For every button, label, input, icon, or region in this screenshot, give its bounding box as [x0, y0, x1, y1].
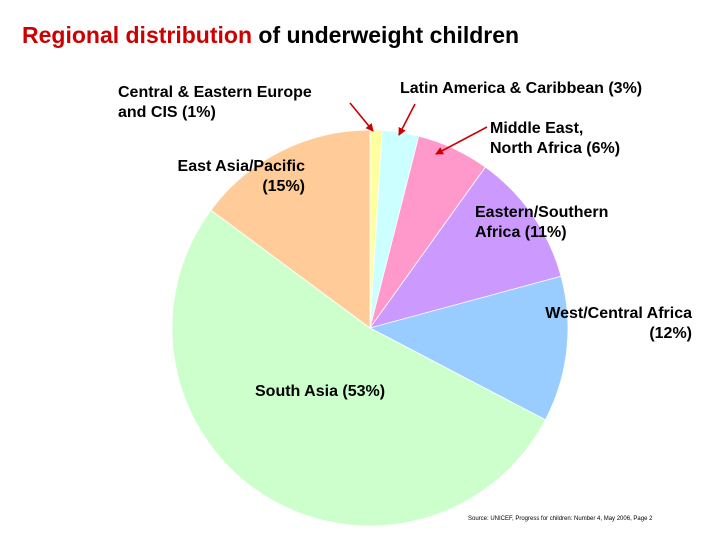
page-title: Regional distribution of underweight chi…: [22, 22, 519, 49]
slice-label-line: (12%): [649, 325, 692, 342]
slice-label-esa: Eastern/Southern Africa (11%): [475, 204, 608, 241]
pie-slice-wca: [368, 275, 569, 421]
source-note: Source: UNICEF, Progress for children: N…: [468, 516, 653, 522]
slice-label-line: (15%): [262, 178, 305, 195]
slice-label-line: and CIS (1%): [118, 104, 216, 121]
slice-label-line: Eastern/Southern: [475, 204, 608, 221]
callout-arrow: [398, 103, 416, 136]
slice-label-eap: East Asia/Pacific (15%): [178, 158, 306, 195]
slice-label-cee: Central & Eastern Europe and CIS (1%): [118, 84, 312, 121]
title-accent: Regional distribution: [22, 22, 252, 48]
pie-slice-esa: [369, 166, 562, 329]
slice-label-mena: Middle East, North Africa (6%): [490, 120, 620, 157]
slice-label-wca: West/Central Africa (12%): [545, 305, 692, 342]
pie-slice-eap: [210, 129, 371, 329]
title-rest: of underweight children: [252, 22, 520, 48]
pie-slice-sa: [171, 209, 546, 527]
slice-label-line: Central & Eastern Europe: [118, 84, 312, 101]
callout-arrow: [435, 126, 488, 155]
slice-label-lac: Latin America & Caribbean (3%): [400, 80, 642, 97]
slice-label-sa: South Asia (53%): [255, 383, 385, 400]
slice-label-line: West/Central Africa: [545, 305, 692, 322]
slice-label-line: Middle East,: [490, 120, 583, 137]
slice-label-line: Africa (11%): [475, 224, 567, 241]
slice-label-line: Latin America & Caribbean (3%): [400, 80, 642, 97]
slice-label-line: South Asia (53%): [255, 383, 385, 400]
slice-label-line: North Africa (6%): [490, 140, 620, 157]
callout-arrow: [349, 102, 374, 132]
slice-label-line: East Asia/Pacific: [178, 158, 306, 175]
